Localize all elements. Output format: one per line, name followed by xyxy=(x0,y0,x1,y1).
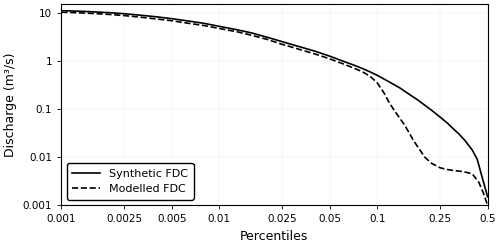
Modelled FDC xyxy=(445,168,451,171)
Synthetic FDC xyxy=(71,10,77,13)
Modelled FDC xyxy=(367,75,373,78)
Synthetic FDC xyxy=(181,19,187,22)
Synthetic FDC xyxy=(121,12,127,15)
Line: Modelled FDC: Modelled FDC xyxy=(61,12,488,205)
Synthetic FDC xyxy=(484,195,490,198)
Synthetic FDC xyxy=(154,15,160,18)
Synthetic FDC xyxy=(86,10,92,13)
Synthetic FDC xyxy=(474,158,480,161)
Synthetic FDC xyxy=(367,70,373,73)
Legend: Synthetic FDC, Modelled FDC: Synthetic FDC, Modelled FDC xyxy=(67,163,194,200)
Modelled FDC xyxy=(154,18,160,21)
Modelled FDC xyxy=(402,124,408,127)
Modelled FDC xyxy=(374,81,380,84)
Modelled FDC xyxy=(121,14,127,17)
Synthetic FDC xyxy=(326,55,332,58)
Line: Synthetic FDC: Synthetic FDC xyxy=(61,11,488,197)
Modelled FDC xyxy=(437,166,443,169)
Synthetic FDC xyxy=(279,40,285,43)
Modelled FDC xyxy=(460,170,466,173)
Synthetic FDC xyxy=(201,22,207,25)
Modelled FDC xyxy=(248,34,254,37)
Modelled FDC xyxy=(350,66,356,69)
Modelled FDC xyxy=(134,15,140,18)
Synthetic FDC xyxy=(479,175,485,178)
Synthetic FDC xyxy=(106,11,112,14)
Modelled FDC xyxy=(326,57,332,60)
Modelled FDC xyxy=(106,13,112,16)
Synthetic FDC xyxy=(248,31,254,34)
Modelled FDC xyxy=(168,19,174,22)
Synthetic FDC xyxy=(312,49,318,52)
Synthetic FDC xyxy=(422,104,428,107)
Synthetic FDC xyxy=(445,122,451,125)
Modelled FDC xyxy=(484,204,490,207)
Modelled FDC xyxy=(339,62,345,65)
Modelled FDC xyxy=(71,11,77,14)
Modelled FDC xyxy=(86,12,92,15)
Modelled FDC xyxy=(201,24,207,27)
Synthetic FDC xyxy=(374,74,380,77)
Modelled FDC xyxy=(422,156,428,159)
Synthetic FDC xyxy=(216,25,222,28)
Modelled FDC xyxy=(234,30,240,33)
Synthetic FDC xyxy=(58,9,64,12)
Synthetic FDC xyxy=(450,127,456,130)
Synthetic FDC xyxy=(234,28,240,31)
Modelled FDC xyxy=(392,110,398,113)
X-axis label: Percentiles: Percentiles xyxy=(240,230,308,243)
Modelled FDC xyxy=(410,139,416,142)
Synthetic FDC xyxy=(264,36,270,39)
Modelled FDC xyxy=(216,27,222,30)
Synthetic FDC xyxy=(339,59,345,62)
Synthetic FDC xyxy=(398,87,404,90)
Modelled FDC xyxy=(450,169,456,172)
Synthetic FDC xyxy=(437,116,443,119)
Synthetic FDC xyxy=(168,17,174,20)
Modelled FDC xyxy=(470,172,476,175)
Synthetic FDC xyxy=(470,149,476,152)
Synthetic FDC xyxy=(414,98,420,101)
Modelled FDC xyxy=(312,52,318,55)
Synthetic FDC xyxy=(456,133,462,136)
Synthetic FDC xyxy=(406,93,412,96)
Synthetic FDC xyxy=(292,44,298,47)
Synthetic FDC xyxy=(134,13,140,16)
Modelled FDC xyxy=(476,181,482,184)
Modelled FDC xyxy=(380,91,386,94)
Y-axis label: Discharge (m³/s): Discharge (m³/s) xyxy=(4,52,17,157)
Modelled FDC xyxy=(386,102,392,105)
Modelled FDC xyxy=(264,38,270,41)
Modelled FDC xyxy=(292,46,298,49)
Modelled FDC xyxy=(428,162,434,165)
Modelled FDC xyxy=(359,70,365,73)
Modelled FDC xyxy=(58,11,64,14)
Synthetic FDC xyxy=(359,67,365,70)
Modelled FDC xyxy=(279,43,285,46)
Synthetic FDC xyxy=(350,63,356,66)
Synthetic FDC xyxy=(386,81,392,84)
Modelled FDC xyxy=(480,191,486,194)
Synthetic FDC xyxy=(428,108,434,111)
Synthetic FDC xyxy=(462,139,468,142)
Modelled FDC xyxy=(181,21,187,24)
